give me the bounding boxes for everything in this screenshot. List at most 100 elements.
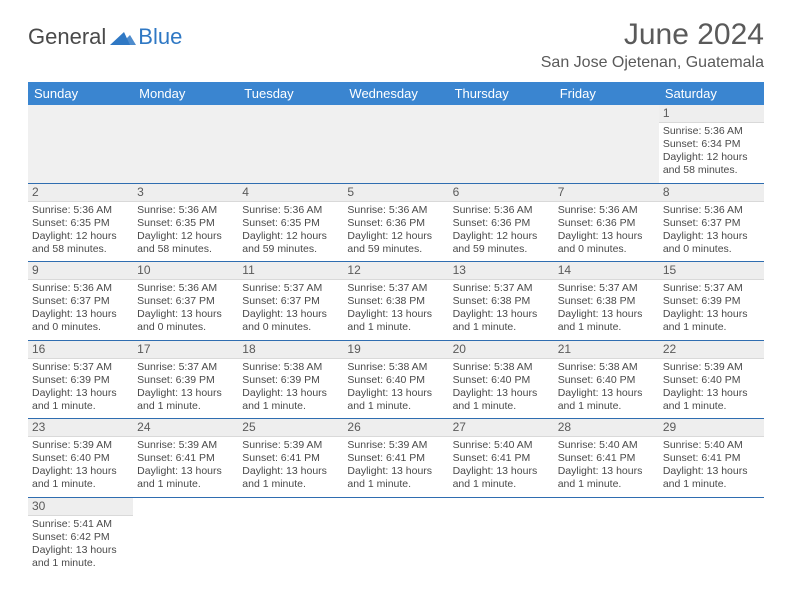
day-number: 29 — [659, 419, 764, 437]
day-number: 23 — [28, 419, 133, 437]
calendar-day-cell: 4 Sunrise: 5:36 AMSunset: 6:35 PMDaylight… — [238, 183, 343, 262]
day-number: 5 — [343, 184, 448, 202]
calendar-day-cell — [238, 105, 343, 183]
day-details: Sunrise: 5:36 AMSunset: 6:36 PMDaylight:… — [453, 204, 550, 257]
calendar-day-cell: 10 Sunrise: 5:36 AMSunset: 6:37 PMDayligh… — [133, 262, 238, 341]
logo-text-2: Blue — [138, 24, 182, 50]
day-number: 16 — [28, 341, 133, 359]
calendar-day-cell: 16 Sunrise: 5:37 AMSunset: 6:39 PMDayligh… — [28, 340, 133, 419]
logo: General Blue — [28, 18, 182, 50]
day-details: Sunrise: 5:36 AMSunset: 6:35 PMDaylight:… — [242, 204, 339, 257]
day-details: Sunrise: 5:38 AMSunset: 6:40 PMDaylight:… — [453, 361, 550, 414]
day-details: Sunrise: 5:36 AMSunset: 6:35 PMDaylight:… — [137, 204, 234, 257]
month-title: June 2024 — [541, 18, 764, 52]
calendar-day-cell: 25Sunrise: 5:39 AMSunset: 6:41 PMDayligh… — [238, 419, 343, 498]
logo-icon — [110, 28, 136, 46]
calendar-day-cell: 11 Sunrise: 5:37 AMSunset: 6:37 PMDayligh… — [238, 262, 343, 341]
day-details: Sunrise: 5:36 AMSunset: 6:36 PMDaylight:… — [558, 204, 655, 257]
calendar-day-cell — [554, 105, 659, 183]
day-number: 11 — [238, 262, 343, 280]
day-details: Sunrise: 5:37 AMSunset: 6:39 PMDaylight:… — [663, 282, 760, 335]
day-number: 26 — [343, 419, 448, 437]
calendar-day-cell — [343, 105, 448, 183]
calendar-day-cell: 3 Sunrise: 5:36 AMSunset: 6:35 PMDaylight… — [133, 183, 238, 262]
calendar-day-cell: 2Sunrise: 5:36 AMSunset: 6:35 PMDaylight… — [28, 183, 133, 262]
day-number: 17 — [133, 341, 238, 359]
calendar-week-row: 1 Sunrise: 5:36 AMSunset: 6:34 PMDaylight… — [28, 105, 764, 183]
day-number: 15 — [659, 262, 764, 280]
calendar-day-cell: 14Sunrise: 5:37 AMSunset: 6:38 PMDayligh… — [554, 262, 659, 341]
day-details: Sunrise: 5:37 AMSunset: 6:37 PMDaylight:… — [242, 282, 339, 335]
weekday-header: Tuesday — [238, 82, 343, 105]
calendar-day-cell: 22 Sunrise: 5:39 AMSunset: 6:40 PMDayligh… — [659, 340, 764, 419]
weekday-header-row: Sunday Monday Tuesday Wednesday Thursday… — [28, 82, 764, 105]
calendar-week-row: 30Sunrise: 5:41 AMSunset: 6:42 PMDayligh… — [28, 497, 764, 575]
calendar-week-row: 9Sunrise: 5:36 AMSunset: 6:37 PMDaylight… — [28, 262, 764, 341]
day-number: 28 — [554, 419, 659, 437]
day-number: 4 — [238, 184, 343, 202]
day-details: Sunrise: 5:36 AMSunset: 6:37 PMDaylight:… — [137, 282, 234, 335]
day-details: Sunrise: 5:40 AMSunset: 6:41 PMDaylight:… — [663, 439, 760, 492]
weekday-header: Friday — [554, 82, 659, 105]
calendar-day-cell — [343, 497, 448, 575]
day-details: Sunrise: 5:38 AMSunset: 6:40 PMDaylight:… — [558, 361, 655, 414]
calendar-day-cell — [28, 105, 133, 183]
calendar-day-cell — [133, 105, 238, 183]
header: General Blue June 2024 San Jose Ojetenan… — [28, 18, 764, 72]
calendar-day-cell: 9 Sunrise: 5:36 AMSunset: 6:37 PMDaylight… — [28, 262, 133, 341]
day-details: Sunrise: 5:37 AMSunset: 6:38 PMDaylight:… — [558, 282, 655, 335]
day-number: 6 — [449, 184, 554, 202]
calendar-day-cell: 17 Sunrise: 5:37 AMSunset: 6:39 PMDayligh… — [133, 340, 238, 419]
calendar-day-cell: 19Sunrise: 5:38 AMSunset: 6:40 PMDayligh… — [343, 340, 448, 419]
day-number: 18 — [238, 341, 343, 359]
calendar-day-cell: 5Sunrise: 5:36 AMSunset: 6:36 PMDaylight… — [343, 183, 448, 262]
calendar-day-cell: 1 Sunrise: 5:36 AMSunset: 6:34 PMDaylight… — [659, 105, 764, 183]
day-details: Sunrise: 5:40 AMSunset: 6:41 PMDaylight:… — [453, 439, 550, 492]
weekday-header: Saturday — [659, 82, 764, 105]
calendar-day-cell: 28 Sunrise: 5:40 AMSunset: 6:41 PMDayligh… — [554, 419, 659, 498]
calendar-day-cell: 15 Sunrise: 5:37 AMSunset: 6:39 PMDayligh… — [659, 262, 764, 341]
day-number: 22 — [659, 341, 764, 359]
calendar-week-row: 2Sunrise: 5:36 AMSunset: 6:35 PMDaylight… — [28, 183, 764, 262]
calendar-day-cell: 8 Sunrise: 5:36 AMSunset: 6:37 PMDaylight… — [659, 183, 764, 262]
day-number: 3 — [133, 184, 238, 202]
calendar-day-cell: 23 Sunrise: 5:39 AMSunset: 6:40 PMDayligh… — [28, 419, 133, 498]
calendar-day-cell — [449, 105, 554, 183]
day-details: Sunrise: 5:37 AMSunset: 6:39 PMDaylight:… — [32, 361, 129, 414]
calendar-day-cell: 20 Sunrise: 5:38 AMSunset: 6:40 PMDayligh… — [449, 340, 554, 419]
location: San Jose Ojetenan, Guatemala — [541, 54, 764, 72]
day-number: 8 — [659, 184, 764, 202]
day-details: Sunrise: 5:39 AMSunset: 6:40 PMDaylight:… — [663, 361, 760, 414]
day-details: Sunrise: 5:36 AMSunset: 6:34 PMDaylight:… — [663, 125, 760, 178]
day-details: Sunrise: 5:37 AMSunset: 6:39 PMDaylight:… — [137, 361, 234, 414]
calendar-week-row: 23 Sunrise: 5:39 AMSunset: 6:40 PMDayligh… — [28, 419, 764, 498]
day-details: Sunrise: 5:39 AMSunset: 6:40 PMDaylight:… — [32, 439, 129, 492]
day-details: Sunrise: 5:37 AMSunset: 6:38 PMDaylight:… — [453, 282, 550, 335]
weekday-header: Thursday — [449, 82, 554, 105]
day-details: Sunrise: 5:36 AMSunset: 6:37 PMDaylight:… — [663, 204, 760, 257]
calendar-day-cell: 6 Sunrise: 5:36 AMSunset: 6:36 PMDaylight… — [449, 183, 554, 262]
calendar-day-cell: 13Sunrise: 5:37 AMSunset: 6:38 PMDayligh… — [449, 262, 554, 341]
day-number: 1 — [659, 105, 764, 123]
calendar-day-cell: 21Sunrise: 5:38 AMSunset: 6:40 PMDayligh… — [554, 340, 659, 419]
logo-text-1: General — [28, 24, 106, 50]
day-number: 10 — [133, 262, 238, 280]
day-details: Sunrise: 5:38 AMSunset: 6:40 PMDaylight:… — [347, 361, 444, 414]
day-details: Sunrise: 5:40 AMSunset: 6:41 PMDaylight:… — [558, 439, 655, 492]
calendar-day-cell — [238, 497, 343, 575]
day-details: Sunrise: 5:39 AMSunset: 6:41 PMDaylight:… — [347, 439, 444, 492]
calendar-day-cell: 27Sunrise: 5:40 AMSunset: 6:41 PMDayligh… — [449, 419, 554, 498]
weekday-header: Monday — [133, 82, 238, 105]
day-details: Sunrise: 5:36 AMSunset: 6:37 PMDaylight:… — [32, 282, 129, 335]
calendar-day-cell: 12Sunrise: 5:37 AMSunset: 6:38 PMDayligh… — [343, 262, 448, 341]
day-details: Sunrise: 5:36 AMSunset: 6:35 PMDaylight:… — [32, 204, 129, 257]
calendar-day-cell — [659, 497, 764, 575]
calendar-day-cell: 7 Sunrise: 5:36 AMSunset: 6:36 PMDaylight… — [554, 183, 659, 262]
day-number: 9 — [28, 262, 133, 280]
day-details: Sunrise: 5:41 AMSunset: 6:42 PMDaylight:… — [32, 518, 129, 571]
day-number: 20 — [449, 341, 554, 359]
calendar-day-cell: 30Sunrise: 5:41 AMSunset: 6:42 PMDayligh… — [28, 497, 133, 575]
day-details: Sunrise: 5:38 AMSunset: 6:39 PMDaylight:… — [242, 361, 339, 414]
calendar-day-cell — [449, 497, 554, 575]
day-number: 7 — [554, 184, 659, 202]
